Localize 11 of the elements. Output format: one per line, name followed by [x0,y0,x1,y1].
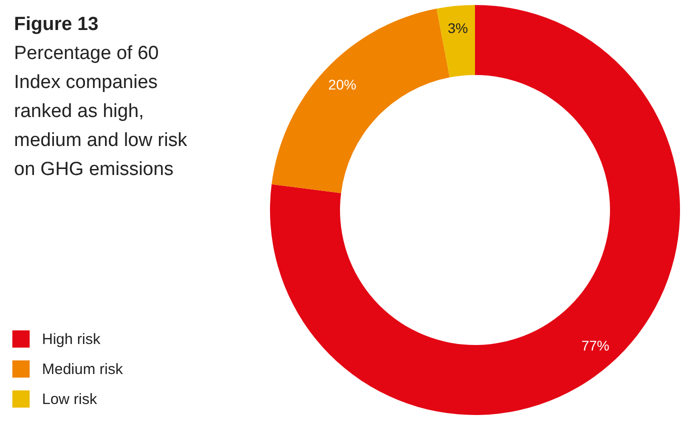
text: Percentage of 60 Index companies ranked as high, medium and low risk on GHG emissions [14,42,188,182]
donut-slice [436,5,475,78]
legend-label: High risk [42,331,101,348]
donut-slice [272,8,450,194]
text: Figure 13 [14,13,100,37]
legend-label: Low risk [42,391,98,408]
data-label: 77% [581,338,610,354]
data-label: 3% [448,20,468,36]
legend-label: Medium risk [42,361,124,378]
data-label: 20% [328,76,356,92]
donut-slice [270,5,680,415]
